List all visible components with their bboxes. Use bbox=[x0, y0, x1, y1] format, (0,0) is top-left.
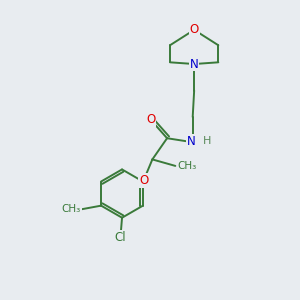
Text: O: O bbox=[190, 23, 199, 36]
Text: CH₃: CH₃ bbox=[178, 161, 197, 171]
Text: Cl: Cl bbox=[115, 231, 126, 244]
Text: H: H bbox=[203, 136, 212, 146]
Text: CH₃: CH₃ bbox=[62, 204, 81, 214]
Text: O: O bbox=[146, 113, 155, 127]
Text: N: N bbox=[187, 135, 196, 148]
Text: O: O bbox=[139, 174, 148, 187]
Text: N: N bbox=[190, 58, 199, 70]
